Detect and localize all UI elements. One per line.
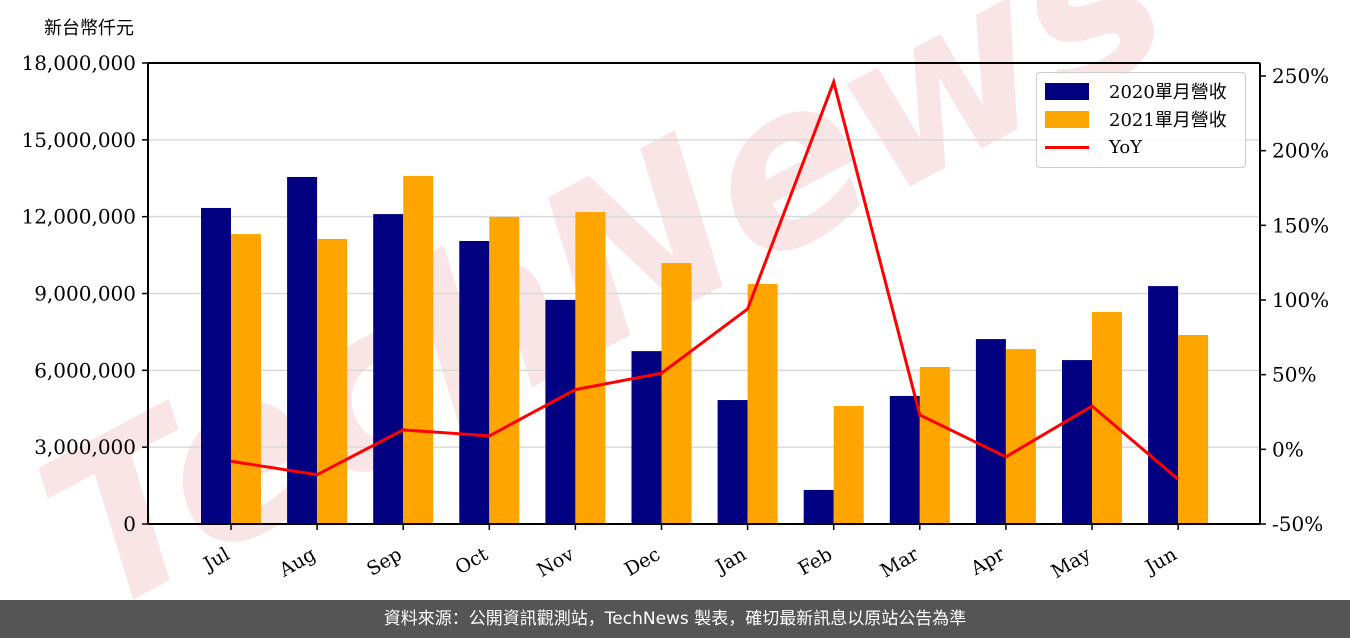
legend-item-2021: 2021單月營收 (1045, 105, 1227, 133)
bar-2021 (661, 263, 692, 524)
bars (201, 175, 1209, 525)
legend-line-yoy (1045, 145, 1089, 149)
bar-2020 (373, 214, 404, 524)
bar-2020 (545, 299, 576, 524)
yoy-line (230, 77, 1180, 481)
x-tick-label: Apr (966, 543, 1009, 580)
bar-2020 (803, 489, 834, 524)
x-tick-label: Feb (794, 543, 836, 580)
left-tick-label: 3,000,000 (34, 435, 136, 459)
right-tick-label: -50% (1272, 512, 1323, 536)
bar-2020 (287, 176, 318, 524)
legend-item-2020: 2020單月營收 (1045, 77, 1227, 105)
legend-label: YoY (1109, 136, 1143, 158)
bar-2020 (1148, 286, 1179, 524)
legend-swatch-2021 (1045, 110, 1089, 128)
left-tick-label: 9,000,000 (34, 282, 136, 306)
left-tick-label: 6,000,000 (34, 358, 136, 382)
legend-swatch-2020 (1045, 82, 1089, 100)
x-tick-label: Jun (1140, 543, 1181, 579)
bar-2020 (631, 351, 662, 524)
bar-2021 (833, 405, 864, 524)
right-axis-ticks: -50% 0% 50% 100% 150% 200% 250% (1260, 64, 1329, 536)
right-tick-label: 0% (1272, 437, 1304, 461)
yoy-polyline (230, 77, 1180, 481)
bar-2021 (231, 234, 261, 525)
chart-canvas: TechNews 03,000,0006,000,0009,000,00012,… (3, 0, 1329, 600)
right-tick-label: 150% (1272, 213, 1329, 237)
x-tick-label: May (1048, 543, 1095, 583)
bar-2021 (489, 216, 520, 524)
legend-label: 2021單月營收 (1109, 110, 1227, 131)
bar-2021 (403, 175, 434, 524)
bar-2021 (1005, 349, 1036, 524)
right-tick-label: 100% (1272, 288, 1329, 312)
right-tick-label: 50% (1272, 363, 1316, 387)
x-tick-label: Nov (533, 543, 578, 582)
bar-2020 (459, 240, 490, 524)
left-tick-label: 0 (123, 512, 136, 536)
x-tick-label: Dec (621, 543, 664, 581)
source-footer: 資料來源：公開資訊觀測站，TechNews 製表，確切最新訊息以原站公告為準 (0, 600, 1350, 638)
left-tick-label: 18,000,000 (21, 51, 136, 75)
left-tick-label: 12,000,000 (21, 205, 136, 229)
legend-label: 2020單月營收 (1109, 82, 1227, 103)
bar-2020 (1062, 360, 1092, 524)
x-tick-label: Jan (710, 543, 750, 579)
legend-item-yoy: YoY (1045, 133, 1142, 161)
bar-2021 (317, 238, 348, 524)
left-tick-label: 15,000,000 (21, 128, 136, 152)
left-axis-ticks: 0 3,000,000 6,000,000 9,000,000 12,000,000 15… (21, 51, 148, 536)
x-tick-label: Oct (451, 543, 492, 579)
bar-2021 (919, 367, 950, 524)
right-tick-label: 200% (1272, 139, 1329, 163)
right-tick-label: 250% (1272, 64, 1329, 88)
x-tick-label: Sep (363, 543, 406, 580)
bar-2021 (575, 212, 606, 524)
x-tick-label: Mar (877, 543, 923, 582)
bar-2020 (889, 395, 920, 524)
legend: 2020單月營收 2021單月營收 YoY (1036, 72, 1246, 168)
bar-2021 (1178, 334, 1209, 524)
y-axis-unit-label: 新台幣仟元 (44, 18, 134, 39)
bar-2020 (717, 400, 748, 524)
bar-2020 (201, 207, 231, 524)
bar-2021 (747, 284, 778, 524)
bar-2020 (975, 339, 1006, 524)
